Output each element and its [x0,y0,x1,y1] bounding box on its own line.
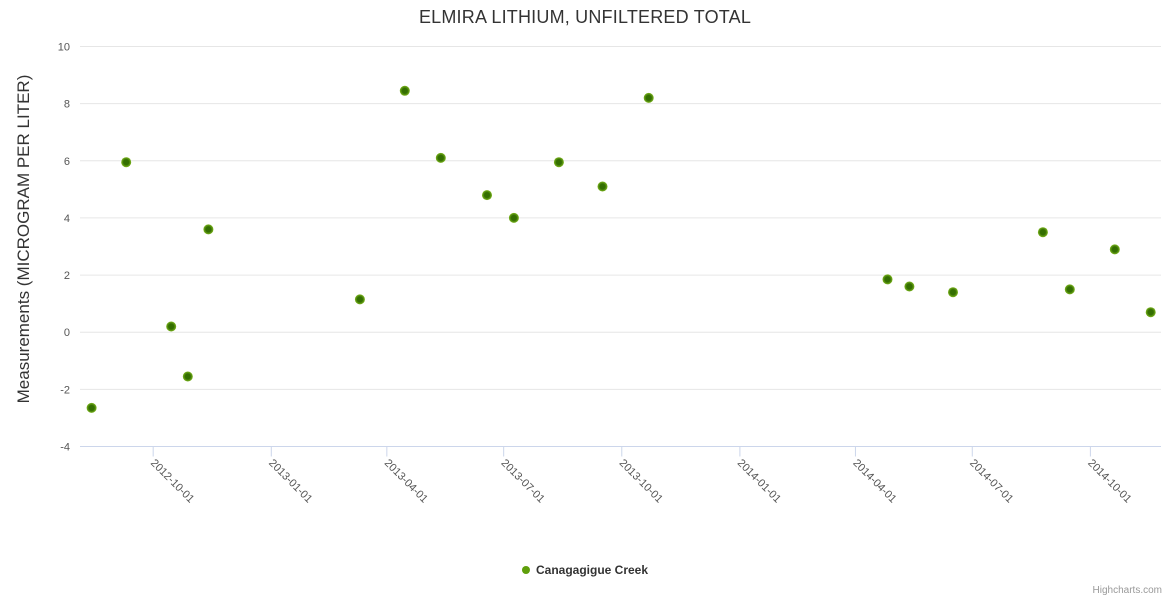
data-point[interactable] [1064,284,1075,295]
data-point[interactable] [1109,244,1120,255]
y-axis-tick-label: 6 [64,156,70,168]
legend-label: Canagagigue Creek [535,563,649,577]
y-axis-tick-label: 10 [58,42,70,54]
legend-marker-icon [521,566,530,574]
data-point[interactable] [354,294,365,305]
x-axis-tick-label: 2013-07-01 [499,457,547,505]
data-point[interactable] [182,371,193,382]
highcharts-credits-link[interactable]: Highcharts.com [1092,585,1162,596]
x-axis-tick-label: 2013-01-01 [266,457,314,505]
data-point[interactable] [1037,227,1048,238]
data-point[interactable] [553,157,564,168]
x-axis-tick-label: 2014-04-01 [850,457,898,505]
y-axis-tick-label: 2 [64,270,70,282]
data-point[interactable] [203,224,214,235]
x-axis-tick-label: 2012-10-01 [148,457,196,505]
x-axis-tick-label: 2013-10-01 [617,457,665,505]
y-axis-tick-label: 0 [64,327,70,339]
data-point[interactable] [643,92,654,103]
data-point[interactable] [121,157,132,168]
data-point[interactable] [904,281,915,292]
data-point[interactable] [435,152,446,163]
chart-title: ELMIRA LITHIUM, UNFILTERED TOTAL [418,7,752,27]
data-point[interactable] [597,181,608,192]
y-axis-tick-label: -2 [60,384,70,396]
data-point[interactable] [399,85,410,96]
y-axis-title: Measurements (MICROGRAM PER LITER) [14,74,33,404]
x-axis-tick-label: 2014-01-01 [735,457,783,505]
x-axis-tick-label: 2014-07-01 [967,457,1015,505]
data-point[interactable] [86,402,97,413]
data-point[interactable] [948,287,958,298]
data-point[interactable] [508,212,519,223]
x-axis-tick-label: 2014-10-01 [1085,457,1133,505]
data-point[interactable] [882,274,893,285]
data-point[interactable] [1145,307,1156,318]
data-point[interactable] [166,321,177,332]
y-axis-tick-label: 4 [64,213,70,225]
legend-item-canagagigue-creek[interactable]: Canagagigue Creek [521,563,649,577]
y-axis-tick-label: -4 [60,442,70,454]
y-axis-tick-label: 8 [64,99,70,111]
data-point[interactable] [482,190,492,201]
x-axis-tick-label: 2013-04-01 [382,457,430,505]
